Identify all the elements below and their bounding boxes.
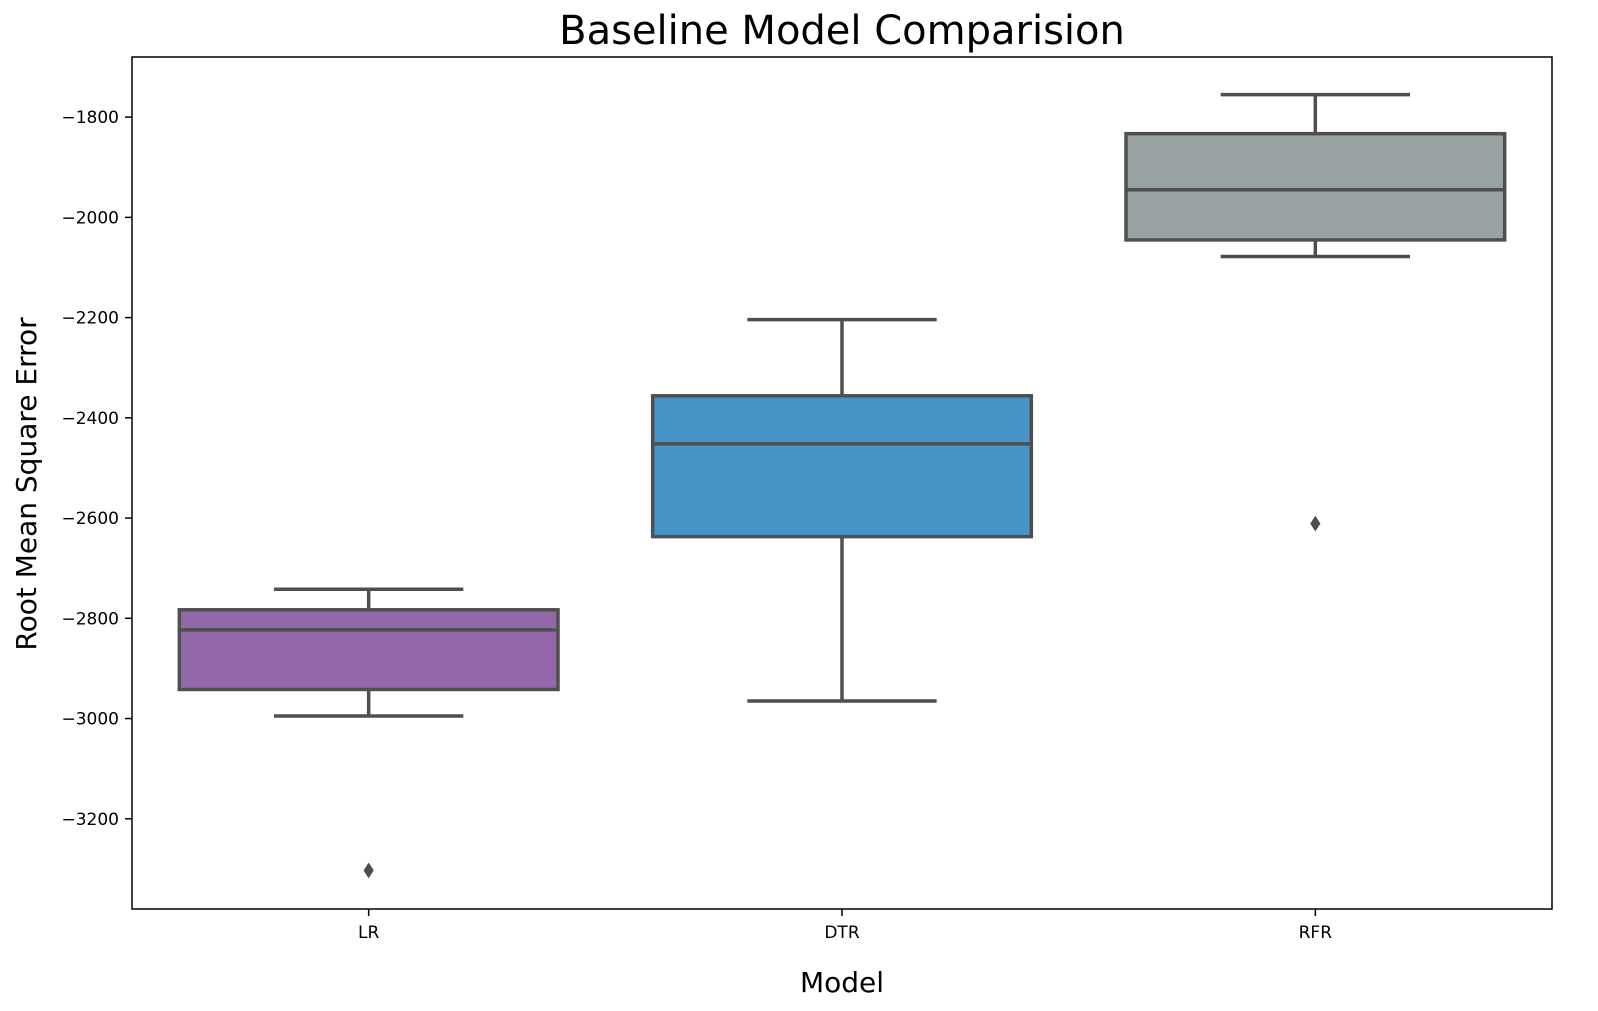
- y-tick-label: −1800: [61, 108, 119, 128]
- y-tick-label: −3200: [61, 810, 119, 830]
- plot-area: −1800 −2000 −2200 −2400 −2600 −2800 −3000 −3200…: [61, 92, 1507, 943]
- lr-box: [177, 608, 560, 692]
- x-tick-label: DTR: [824, 923, 859, 943]
- y-tick-label: −2600: [61, 509, 119, 529]
- plot-frame: [131, 56, 1553, 910]
- y-tick-label: −2000: [61, 208, 119, 228]
- y-tick-label: −2800: [61, 609, 119, 629]
- rfr-outlier-point: [1310, 515, 1321, 532]
- x-axis-label: Model: [800, 966, 884, 999]
- lr-outlier-point: [363, 862, 374, 879]
- x-tick-label: RFR: [1299, 923, 1333, 943]
- x-tick-label: LR: [358, 923, 379, 943]
- y-tick-label: −2200: [61, 309, 119, 329]
- dtr-box: [650, 394, 1034, 539]
- chart-title: Baseline Model Comparision: [559, 8, 1125, 54]
- y-tick-label: −2400: [61, 409, 119, 429]
- y-tick-label: −3000: [61, 710, 119, 730]
- rfr-box: [1124, 131, 1507, 242]
- y-axis-label: Root Mean Square Error: [10, 317, 43, 651]
